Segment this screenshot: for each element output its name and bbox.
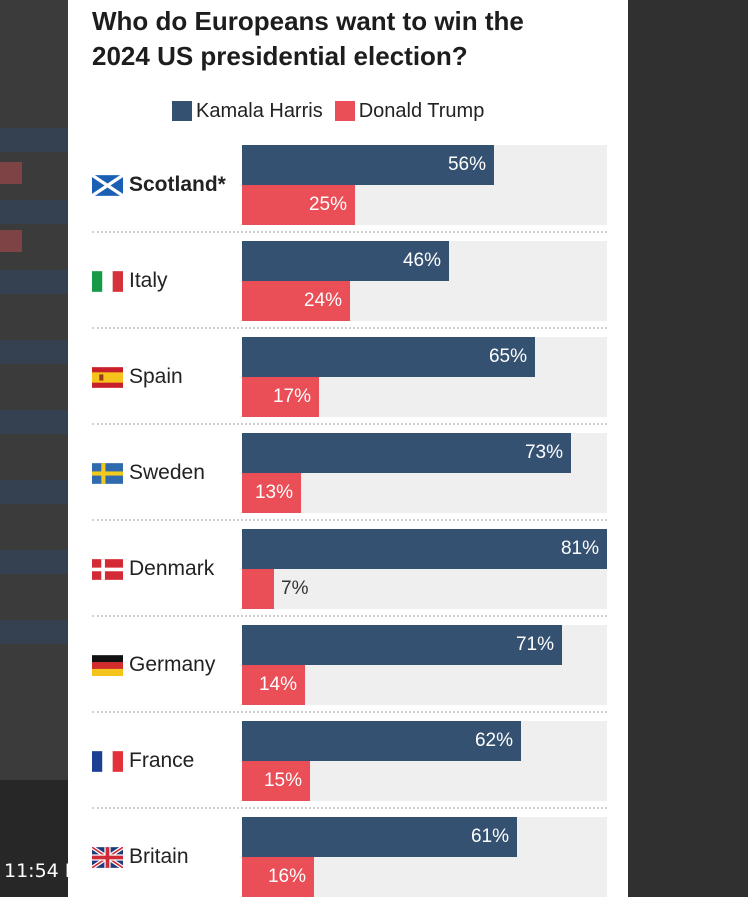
row-separator xyxy=(92,807,607,809)
data-label-trump: 24% xyxy=(303,290,342,311)
chart-title-line: 2024 US presidential election? xyxy=(92,41,468,71)
category-name: Germany xyxy=(129,653,216,676)
data-label-trump: 17% xyxy=(272,386,311,407)
background-bottom xyxy=(0,780,68,897)
legend-label-harris: Kamala Harris xyxy=(196,99,323,122)
row-separator xyxy=(92,327,607,329)
chart-title-line: Who do Europeans want to win the xyxy=(92,6,524,36)
bar-trump xyxy=(242,281,350,321)
background-band xyxy=(0,128,68,152)
category-label: Spain xyxy=(92,362,183,392)
data-label-harris: 62% xyxy=(474,730,513,751)
background-band xyxy=(0,410,68,434)
bar-trump xyxy=(242,377,319,417)
background-band xyxy=(0,230,22,252)
status-time: 11:54 PM xyxy=(4,860,93,882)
legend-label-trump: Donald Trump xyxy=(358,99,485,122)
italy-flag-icon xyxy=(92,270,123,292)
row-separator xyxy=(92,711,607,713)
bar-trump xyxy=(242,569,274,609)
category-name: Denmark xyxy=(129,557,215,580)
category-label: Denmark xyxy=(92,554,214,584)
category-name: Scotland* xyxy=(129,173,226,196)
britain-flag-icon xyxy=(90,844,125,870)
spain-flag-icon xyxy=(92,366,123,388)
bar-trump xyxy=(242,665,305,705)
data-label-harris: 71% xyxy=(515,634,554,655)
background-band xyxy=(0,200,68,224)
category-label: Scotland* xyxy=(91,170,226,200)
chart-plot-area: 56% 25% Scotland* 46% 24% Italy 65% 17% Spain 73%… xyxy=(68,0,628,897)
background-left xyxy=(0,0,68,897)
bar-trump xyxy=(242,857,314,897)
germany-flag-icon xyxy=(92,654,123,676)
chart-card: Who do Europeans want to win the 2024 US… xyxy=(68,0,628,897)
background-right xyxy=(628,0,748,897)
data-label-harris: 65% xyxy=(488,346,527,367)
bar-harris xyxy=(242,241,449,281)
background-band xyxy=(0,162,22,184)
scotland-flag-icon xyxy=(91,173,124,197)
bar-harris xyxy=(242,433,571,473)
bar-trump xyxy=(242,185,355,225)
france-flag-icon xyxy=(92,750,123,772)
data-label-trump: 14% xyxy=(258,674,297,695)
data-label-harris: 56% xyxy=(447,154,486,175)
bar-trump xyxy=(242,761,310,801)
chart-title: Who do Europeans want to win the 2024 US… xyxy=(92,4,592,74)
category-label: France xyxy=(92,746,194,776)
background-band xyxy=(0,620,68,644)
background-band xyxy=(0,270,68,294)
category-label: Italy xyxy=(92,266,168,296)
row-separator xyxy=(92,519,607,521)
category-label: Sweden xyxy=(92,458,205,488)
row-separator xyxy=(92,423,607,425)
row-separator xyxy=(92,615,607,617)
data-label-trump: 16% xyxy=(267,866,306,887)
legend-swatch-trump xyxy=(334,101,355,121)
data-label-harris: 61% xyxy=(470,826,509,847)
data-label-trump: 7% xyxy=(281,578,309,599)
bar-harris xyxy=(242,625,562,665)
data-label-harris: 81% xyxy=(560,538,599,559)
category-name: Britain xyxy=(129,845,189,868)
row-separator xyxy=(92,231,607,233)
data-label-harris: 73% xyxy=(524,442,563,463)
data-label-trump: 13% xyxy=(254,482,293,503)
legend-item-harris: Kamala Harris xyxy=(172,100,323,123)
bar-harris xyxy=(242,337,535,377)
legend-item-trump: Donald Trump xyxy=(334,99,485,123)
bar-harris xyxy=(242,721,521,761)
category-label: Germany xyxy=(92,650,215,680)
denmark-flag-icon xyxy=(92,558,123,580)
category-name: Sweden xyxy=(129,461,205,484)
category-name: Italy xyxy=(129,269,168,292)
sweden-flag-icon xyxy=(92,462,123,484)
bar-trump xyxy=(242,473,301,513)
data-label-trump: 25% xyxy=(308,194,347,215)
data-label-trump: 15% xyxy=(263,770,302,791)
bar-harris xyxy=(242,529,607,569)
bar-harris xyxy=(242,817,517,857)
category-name: Spain xyxy=(129,365,183,388)
background-band xyxy=(0,550,68,574)
bar-harris xyxy=(242,145,494,185)
category-label: Britain xyxy=(90,842,189,872)
chart-legend: Kamala Harris Donald Trump xyxy=(172,98,496,124)
legend-swatch-harris xyxy=(172,101,192,121)
data-label-harris: 46% xyxy=(402,250,441,271)
background-band xyxy=(0,480,68,504)
category-name: France xyxy=(129,749,195,772)
background-band xyxy=(0,340,68,364)
